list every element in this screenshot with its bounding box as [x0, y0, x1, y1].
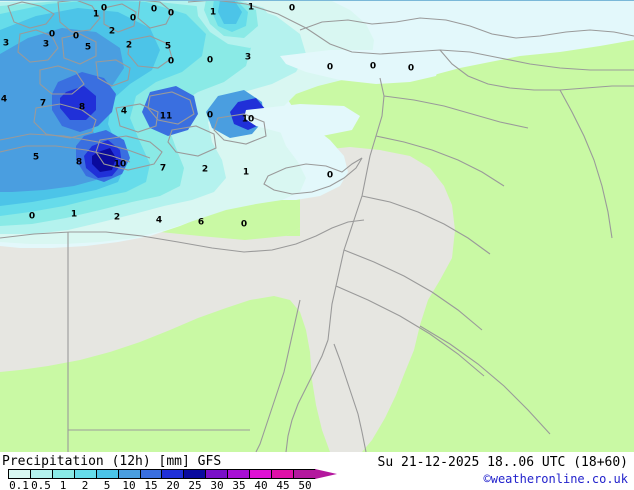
colorbar-swatch-30[interactable] [206, 470, 229, 478]
colorbar-tick-35: 35 [232, 479, 246, 490]
colorbar-tick-5: 5 [103, 479, 111, 490]
colorbar-swatch-15[interactable] [140, 470, 163, 478]
colorbar-tick-1: 1 [59, 479, 67, 490]
colorbar-tick-2: 2 [81, 479, 89, 490]
colorbar-swatch-0.5[interactable] [30, 470, 53, 478]
legend-title: Precipitation (12h) [mm] GFS [2, 454, 222, 469]
colorbar-swatch-10[interactable] [118, 470, 141, 478]
border-turkey-syria [439, 49, 634, 91]
colorbar-tick-50: 50 [298, 479, 312, 490]
border-levant-a [383, 95, 529, 129]
border-saudi-b [419, 325, 551, 435]
colorbar-container[interactable]: 0.1 0.5 1 2 5 10 15 20 25 30 35 40 45 50 [8, 469, 348, 490]
colorbar-swatch-35[interactable] [228, 470, 251, 478]
cyprus-outline [263, 157, 363, 195]
colorbar-swatch-0.1[interactable] [9, 470, 31, 478]
border-levant-b [375, 135, 505, 187]
colorbar-tick-0.1: 0.1 [9, 479, 29, 490]
colorbar-swatch-45[interactable] [272, 470, 294, 478]
colorbar-swatch-20[interactable] [162, 470, 185, 478]
precip-wedge-east [280, 50, 440, 84]
colorbar-tick-25: 25 [188, 479, 202, 490]
colorbar-swatch-40[interactable] [250, 470, 273, 478]
coastline-layer [0, 0, 634, 452]
border-jordan-a [361, 195, 491, 255]
colorbar-tick-10: 10 [122, 479, 136, 490]
vegetation-patch-sinai [285, 196, 300, 236]
colorbar-tick-20: 20 [166, 479, 180, 490]
precip-arm-north4 [218, 0, 242, 24]
colorbar-swatch-5[interactable] [96, 470, 119, 478]
arid-region [0, 147, 455, 452]
colorbar-tick-45: 45 [276, 479, 290, 490]
colorbar-tick-labels: 0.1 0.5 1 2 5 10 15 20 25 30 35 40 45 50 [8, 479, 316, 490]
colorbar[interactable] [8, 469, 316, 479]
colorbar-swatch-25[interactable] [184, 470, 207, 478]
border-iraq [559, 89, 613, 239]
colorbar-swatch-1[interactable] [52, 470, 75, 478]
colorbar-swatch-2[interactable] [74, 470, 97, 478]
colorbar-tick-0.5: 0.5 [31, 479, 51, 490]
colorbar-tick-30: 30 [210, 479, 224, 490]
precip-wedge-east2 [244, 104, 360, 136]
legend-bar: Precipitation (12h) [mm] GFS 0.1 0.5 1 2 5 10… [0, 452, 634, 490]
copyright-notice[interactable]: ©weatheronline.co.uk [483, 472, 629, 486]
colorbar-overflow-arrow [315, 469, 337, 479]
map-canvas [0, 0, 634, 452]
colorbar-tick-40: 40 [254, 479, 268, 490]
colorbar-swatch-50[interactable] [293, 470, 315, 478]
border-jordan-b [343, 249, 483, 331]
border-saudi-a [335, 285, 485, 377]
colorbar-tick-15: 15 [144, 479, 158, 490]
forecast-timestamp: Su 21-12-2025 18..06 UTC (18+60) [377, 455, 628, 470]
precipitation-map[interactable]: 0 0 1 0 3 1 0 0 1 0 0 2 3 5 2 5 0 0 0 0 3 0 4 7 8 4 11 0 10 5 8 10 7 2 1 0 0… [0, 0, 634, 452]
